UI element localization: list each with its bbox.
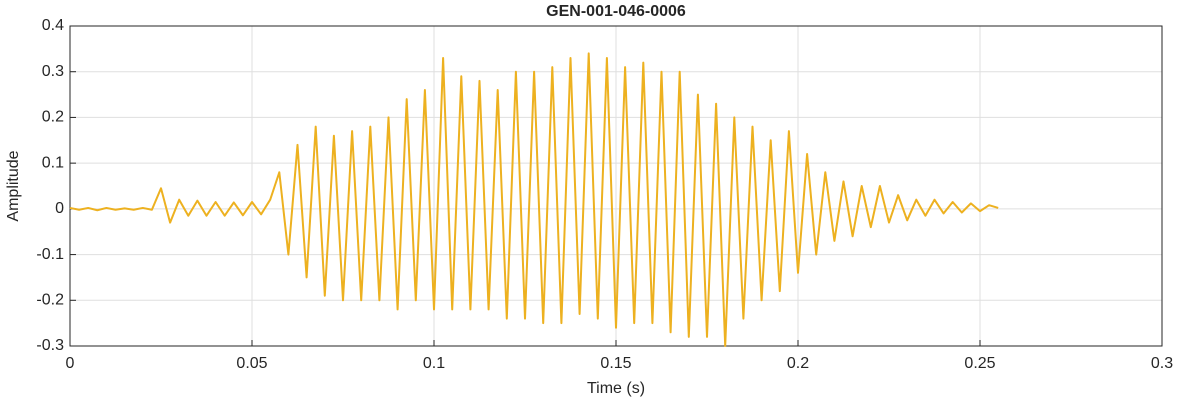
- x-tick-label: 0.15: [600, 355, 631, 372]
- y-tick-label: 0: [55, 200, 64, 217]
- x-tick-label: 0.25: [964, 355, 995, 372]
- chart-title: GEN-001-046-0006: [546, 3, 686, 20]
- y-tick-label: 0.4: [42, 17, 64, 34]
- y-tick-label: 0.3: [42, 63, 64, 80]
- y-tick-label: -0.2: [36, 292, 64, 309]
- x-tick-label: 0.1: [423, 355, 445, 372]
- x-axis-label: Time (s): [587, 380, 645, 397]
- x-tick-label: 0.05: [236, 355, 267, 372]
- plot-frame: [69, 25, 1163, 347]
- waveform-line: [69, 52, 999, 347]
- x-tick-label: 0.3: [1151, 355, 1173, 372]
- y-tick-label: 0.2: [42, 109, 64, 126]
- x-tick-label: 0: [66, 355, 75, 372]
- y-axis-label: Amplitude: [5, 150, 22, 221]
- y-tick-label: 0.1: [42, 154, 64, 171]
- y-tick-label: -0.1: [36, 246, 64, 263]
- y-tick-label: -0.3: [36, 337, 64, 354]
- x-tick-label: 0.2: [787, 355, 809, 372]
